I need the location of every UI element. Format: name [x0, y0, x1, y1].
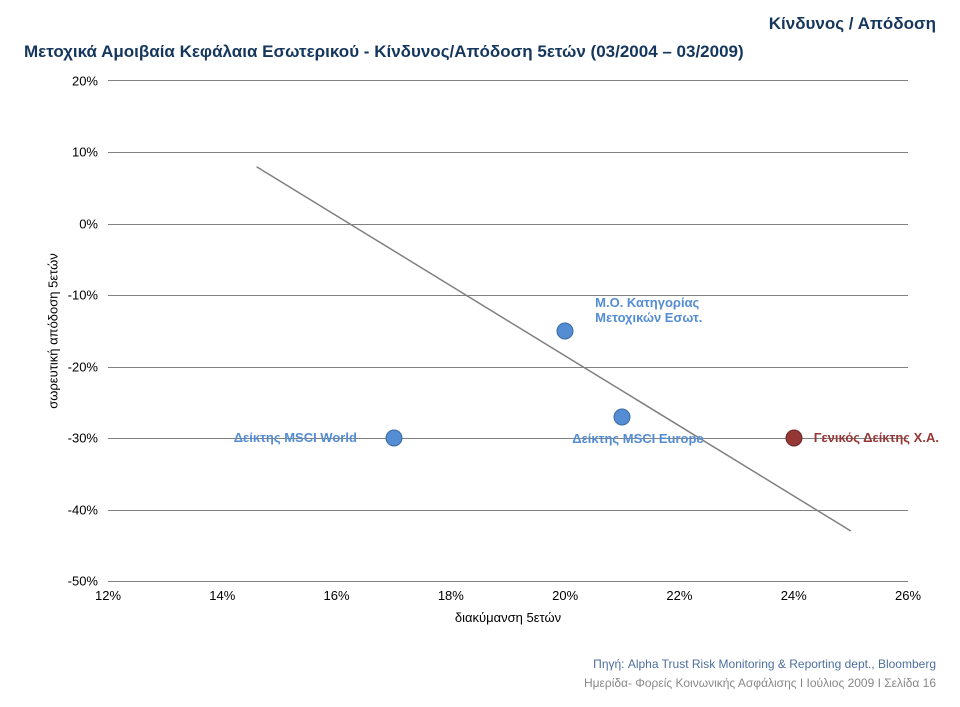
y-tick-label: -40%	[48, 502, 108, 517]
data-point-msci-world	[385, 430, 402, 447]
trendline-layer	[108, 81, 908, 581]
data-label-gd-xa: Γενικός Δείκτης Χ.Α.	[814, 430, 939, 445]
data-point-msci-europe	[614, 408, 631, 425]
y-tick-label: 20%	[48, 74, 108, 89]
x-tick-label: 14%	[209, 580, 235, 603]
x-tick-label: 24%	[781, 580, 807, 603]
data-label-msci-world: Δείκτης MSCI World	[234, 430, 357, 445]
page-section-title: Κίνδυνος / Απόδοση	[769, 14, 936, 34]
x-tick-label: 18%	[438, 580, 464, 603]
x-tick-label: 22%	[666, 580, 692, 603]
y-tick-label: -20%	[48, 359, 108, 374]
page-line: Ημερίδα- Φορείς Κοινωνικής Ασφάλισης Ι Ι…	[584, 674, 936, 693]
chart-container: σωρευτική απόδοση 5ετών διακύμανση 5ετών…	[40, 80, 930, 620]
y-tick-label: 0%	[48, 216, 108, 231]
source-line: Πηγή: Alpha Trust Risk Monitoring & Repo…	[584, 655, 936, 674]
x-tick-label: 20%	[552, 580, 578, 603]
footer: Πηγή: Alpha Trust Risk Monitoring & Repo…	[584, 655, 936, 693]
y-tick-label: 10%	[48, 145, 108, 160]
data-point-category-ka	[557, 323, 574, 340]
scatter-plot: σωρευτική απόδοση 5ετών διακύμανση 5ετών…	[108, 80, 908, 580]
x-tick-label: 12%	[95, 580, 121, 603]
y-tick-label: -10%	[48, 288, 108, 303]
x-tick-label: 16%	[324, 580, 350, 603]
x-tick-label: 26%	[895, 580, 921, 603]
data-label-msci-europe: Δείκτης MSCI Europe	[572, 431, 703, 446]
data-point-gd-xa	[785, 430, 802, 447]
x-axis-label: διακύμανση 5ετών	[455, 580, 561, 625]
data-label-category-ka: Μ.Ο. Κατηγορίας Μετοχικών Εσωτ.	[595, 295, 755, 325]
y-axis-label: σωρευτική απόδοση 5ετών	[46, 253, 61, 409]
chart-subtitle: Μετοχικά Αμοιβαία Κεφάλαια Εσωτερικού - …	[24, 42, 744, 62]
y-tick-label: -30%	[48, 431, 108, 446]
